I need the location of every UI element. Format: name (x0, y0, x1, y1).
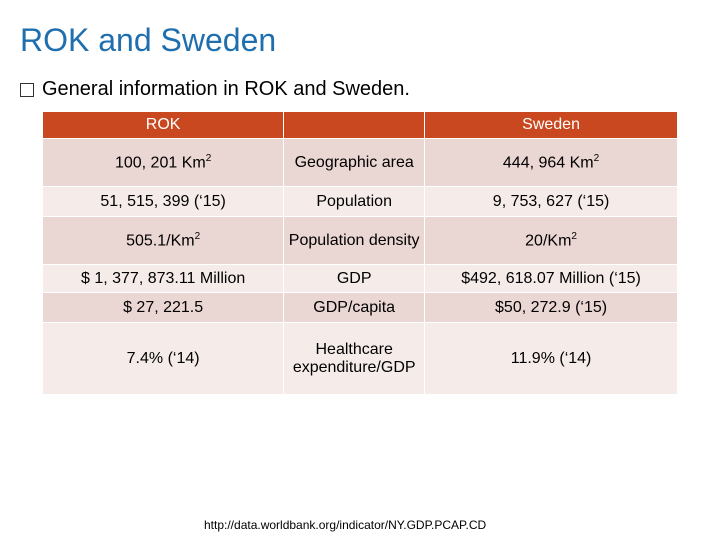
rok-cell: 7.4% (‘14) (41, 322, 285, 395)
checkbox-bullet-icon (20, 82, 34, 97)
sweden-cell: 9, 753, 627 (‘15) (424, 186, 678, 217)
label-cell: Healthcare expenditure/GDP (283, 322, 426, 395)
slide-title: ROK and Sweden (20, 22, 277, 58)
label-cell: Population (283, 186, 426, 217)
label-cell: Geographic area (283, 138, 426, 187)
table-header-row: ROK Sweden (41, 111, 678, 139)
source-footer: http://data.worldbank.org/indicator/NY.G… (204, 518, 487, 532)
sweden-cell: $492, 618.07 Million (‘15) (424, 264, 678, 293)
table-row: 7.4% (‘14) Healthcare expenditure/GDP 11… (41, 322, 678, 395)
label-cell: GDP/capita (283, 292, 426, 323)
sweden-cell: $50, 272.9 (‘15) (424, 292, 678, 323)
rok-cell: 505.1/Km2 (41, 216, 285, 265)
label-cell: Population density (283, 216, 426, 265)
rok-cell: $ 1, 377, 873.11 Million (41, 264, 285, 293)
table-row: $ 27, 221.5 GDP/capita $50, 272.9 (‘15) (41, 292, 678, 323)
bullet-text: General information in ROK and Sweden. (42, 78, 410, 100)
table-row: 505.1/Km2 Population density 20/Km2 (41, 216, 678, 265)
table-row: $ 1, 377, 873.11 Million GDP $492, 618.0… (41, 264, 678, 293)
header-label (283, 111, 426, 139)
rok-cell: 51, 515, 399 (‘15) (41, 186, 285, 217)
sweden-cell: 20/Km2 (424, 216, 678, 265)
rok-cell: $ 27, 221.5 (41, 292, 285, 323)
label-cell: GDP (283, 264, 426, 293)
bullet-line: General information in ROK and Sweden. (20, 78, 410, 101)
header-rok: ROK (41, 111, 285, 139)
table-row: 51, 515, 399 (‘15) Population 9, 753, 62… (41, 186, 678, 217)
header-sweden: Sweden (424, 111, 678, 139)
table-row: 100, 201 Km2 Geographic area 444, 964 Km… (41, 138, 678, 187)
sweden-cell: 444, 964 Km2 (424, 138, 678, 187)
rok-cell: 100, 201 Km2 (41, 138, 285, 187)
sweden-cell: 11.9% (‘14) (424, 322, 678, 395)
comparison-table: ROK Sweden 100, 201 Km2 Geographic area … (41, 111, 678, 395)
